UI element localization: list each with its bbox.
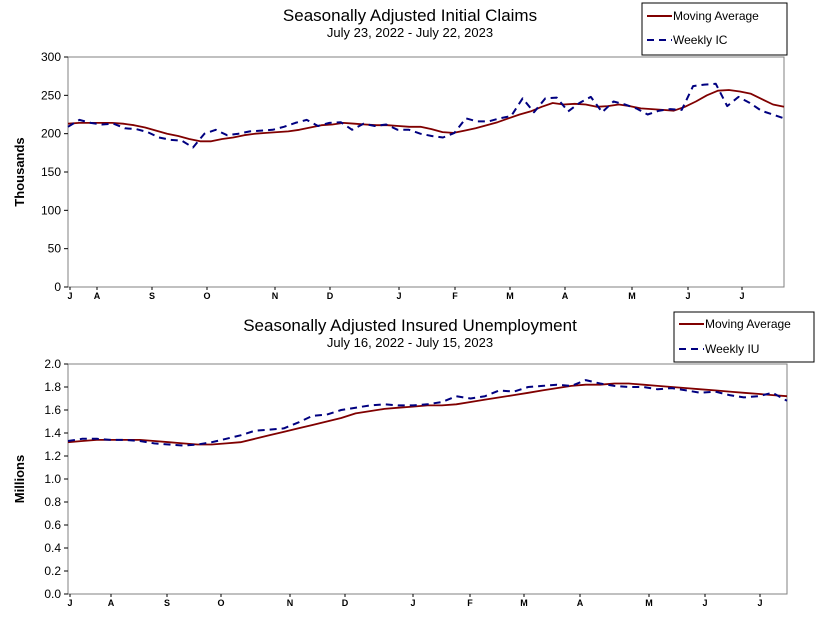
x-tick-label: M: [645, 598, 653, 608]
y-tick-label: 1.4: [44, 426, 61, 440]
plot-frame: [67, 363, 788, 595]
chart-2: Seasonally Adjusted Insured Unemployment…: [12, 311, 815, 608]
plot-frame: [67, 56, 785, 288]
x-tick-label: O: [203, 291, 210, 301]
series-line-moving-average: [67, 382, 788, 446]
y-axis-label: Thousands: [12, 137, 27, 206]
legend-label: Moving Average: [705, 317, 791, 331]
x-tick-label: A: [108, 598, 115, 608]
series-line-moving-average: [67, 89, 785, 143]
x-tick-label: J: [739, 291, 744, 301]
y-tick-label: 1.8: [44, 380, 61, 394]
chart-title: Seasonally Adjusted Initial Claims: [283, 6, 537, 25]
legend-box: [641, 2, 788, 56]
x-tick-label: M: [628, 291, 636, 301]
x-tick-label: S: [164, 598, 170, 608]
y-axis-label: Millions: [12, 455, 27, 503]
x-tick-label: F: [467, 598, 473, 608]
x-tick-label: J: [410, 598, 415, 608]
x-tick-label: A: [94, 291, 101, 301]
x-tick-label: M: [520, 598, 528, 608]
x-tick-label: A: [577, 598, 584, 608]
x-tick-label: S: [149, 291, 155, 301]
x-tick-label: D: [342, 598, 349, 608]
x-tick-label: A: [562, 291, 569, 301]
x-tick-label: J: [685, 291, 690, 301]
x-tick-label: O: [217, 598, 224, 608]
x-tick-label: J: [67, 291, 72, 301]
x-tick-label: J: [757, 598, 762, 608]
x-tick-label: N: [287, 598, 294, 608]
x-tick-label: J: [702, 598, 707, 608]
y-tick-label: 0.2: [44, 564, 61, 578]
x-tick-label: J: [67, 598, 72, 608]
y-tick-label: 0.6: [44, 518, 61, 532]
y-tick-label: 1.2: [44, 449, 61, 463]
y-tick-label: 1.0: [44, 472, 61, 486]
x-tick-label: F: [452, 291, 458, 301]
y-tick-label: 0.0: [44, 587, 61, 601]
legend-label: Weekly IC: [673, 33, 728, 47]
x-tick-label: J: [396, 291, 401, 301]
y-tick-label: 0.4: [44, 541, 61, 555]
y-tick-label: 2.0: [44, 357, 61, 371]
chart-title: Seasonally Adjusted Insured Unemployment: [243, 316, 577, 335]
x-tick-label: M: [506, 291, 514, 301]
chart-legend: Moving Average Weekly IU: [673, 311, 815, 363]
y-tick-label: 200: [41, 127, 61, 141]
series-line-weekly: [67, 82, 785, 149]
y-tick-label: 0: [54, 280, 61, 294]
y-tick-label: 100: [41, 203, 61, 217]
y-tick-label: 150: [41, 165, 61, 179]
y-tick-label: 0.8: [44, 495, 61, 509]
series-line-weekly: [67, 379, 788, 447]
chart-legend: Moving Average Weekly IC: [641, 2, 788, 56]
chart-subtitle: July 16, 2022 - July 15, 2023: [327, 335, 493, 350]
x-tick-label: N: [272, 291, 279, 301]
legend-box: [673, 311, 815, 363]
y-tick-label: 1.6: [44, 403, 61, 417]
legend-label: Weekly IU: [705, 342, 759, 356]
legend-label: Moving Average: [673, 9, 759, 23]
y-tick-label: 250: [41, 88, 61, 102]
y-tick-label: 50: [48, 242, 62, 256]
chart-subtitle: July 23, 2022 - July 22, 2023: [327, 25, 493, 40]
x-tick-label: D: [327, 291, 334, 301]
y-tick-label: 300: [41, 50, 61, 64]
